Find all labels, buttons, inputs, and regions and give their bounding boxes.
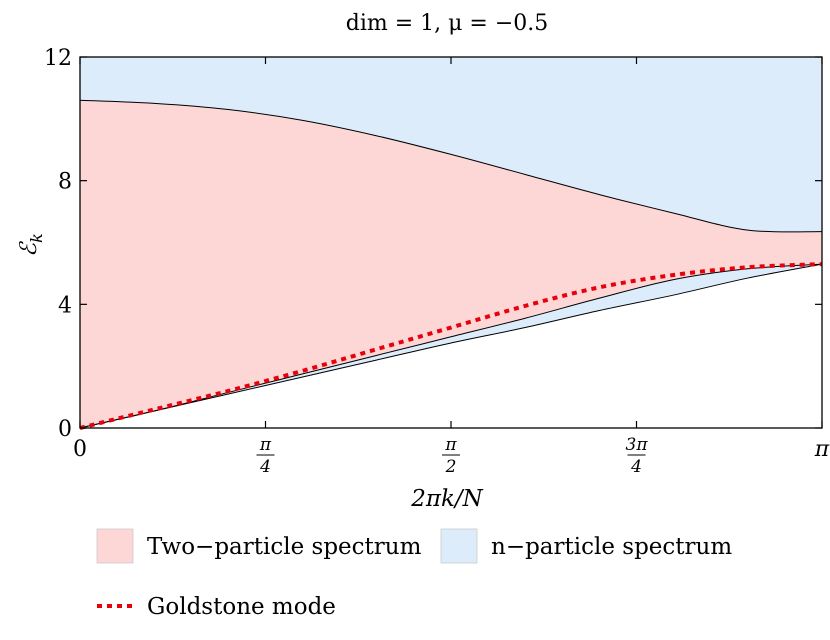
y-tick-label: 0 [58, 417, 72, 442]
chart-title: dim = 1, μ = −0.5 [346, 11, 549, 36]
x-tick-label-numerator: π [259, 435, 272, 455]
legend-label: n−particle spectrum [491, 534, 732, 560]
y-tick-label: 4 [58, 293, 72, 318]
chart-labels: dim = 1, μ = −0.5 2πk/N ℰk [16, 11, 548, 512]
legend-label: Goldstone mode [147, 594, 336, 620]
legend-label: Two−particle spectrum [147, 534, 422, 560]
y-axis-label-main: ℰ [16, 241, 42, 257]
y-tick-label: 12 [44, 46, 72, 71]
y-axis-label-group: ℰk [16, 233, 46, 257]
y-axis-label-subscript: k [27, 233, 46, 243]
plot-area [79, 57, 823, 430]
legend-swatch [96, 528, 134, 564]
legend-swatch [440, 528, 478, 564]
x-tick-label-denominator: 4 [630, 457, 642, 477]
legend-item: Goldstone mode [97, 594, 336, 620]
x-axis-label: 2πk/N [410, 486, 483, 512]
two-particle-lower-boundary-line [79, 263, 823, 429]
band-two-particle [80, 100, 823, 429]
x-tick-label-denominator: 2 [445, 457, 457, 477]
upper-boundary-line [79, 99, 823, 233]
lower-boundary-line [79, 263, 823, 429]
legend-item: n−particle spectrum [440, 528, 732, 564]
x-tick-label-numerator: π [444, 435, 457, 455]
y-tick-label: 8 [58, 170, 72, 195]
x-tick-label: π [814, 437, 830, 462]
goldstone-mode-line [79, 262, 823, 430]
x-tick-label: 0 [73, 437, 87, 462]
legend-item: Two−particle spectrum [96, 528, 422, 564]
legend: Two−particle spectrum n−particle spectrum… [96, 528, 732, 620]
y-axis-label: ℰk [16, 233, 46, 257]
x-tick-label-denominator: 4 [259, 457, 271, 477]
band-n-particle [80, 57, 823, 232]
x-tick-label-numerator: 3π [626, 435, 649, 455]
